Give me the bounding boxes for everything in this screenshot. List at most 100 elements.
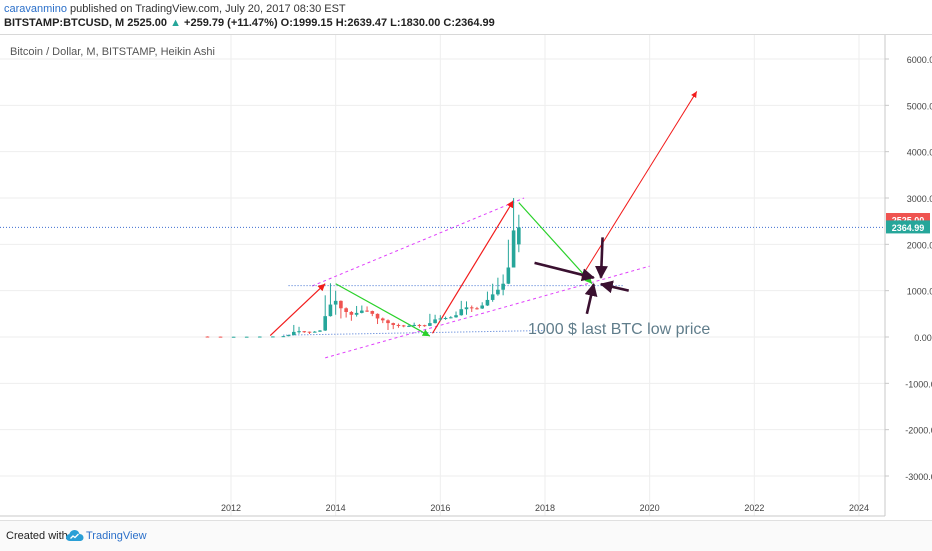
candle-body <box>302 331 307 333</box>
candle-body <box>454 315 458 318</box>
purple-arrow-1 <box>534 261 595 282</box>
chart-frame <box>0 34 932 517</box>
close-value: 2364.99 <box>455 17 495 29</box>
candle-body <box>354 312 359 315</box>
x-tick-label: 2024 <box>849 503 869 513</box>
candle-body <box>443 318 448 320</box>
candle-body <box>438 318 443 320</box>
candle-body <box>365 310 369 312</box>
candle-body <box>490 294 495 300</box>
y-tick-label: 2000.00 <box>907 240 932 250</box>
candle-body <box>205 336 210 338</box>
candle-body <box>281 336 286 338</box>
change-value: +259.79 (+11.47%) <box>184 17 278 29</box>
candle-body <box>501 283 505 290</box>
high-label: H: <box>335 17 348 29</box>
change-up-icon: ▲ <box>170 17 181 29</box>
symbol-label: BITSTAMP:BTCUSD, M <box>4 17 125 29</box>
candle-body <box>257 336 262 338</box>
candle-body <box>244 336 249 338</box>
candle-body <box>292 331 296 336</box>
candle-body <box>469 307 474 309</box>
purple-arrow-2 <box>594 237 608 279</box>
candle-body <box>407 325 411 327</box>
candle-body <box>391 323 396 325</box>
candle-body <box>496 289 500 295</box>
close-label: C: <box>443 17 455 29</box>
axis-layer: 6000.00 5000.00 4000.00 3000.00 2000.00 1000.… <box>0 35 932 517</box>
candle-body <box>386 320 390 324</box>
candle-body <box>323 316 327 331</box>
drawing-layer <box>0 91 885 359</box>
price-tag-close <box>886 220 930 234</box>
candle-body <box>401 325 406 327</box>
chart-title: Bitcoin / Dollar, M, BITSTAMP, Heikin As… <box>10 46 215 58</box>
low-label: L: <box>390 17 401 29</box>
x-tick-label: 2014 <box>326 503 346 513</box>
high-value: 2639.47 <box>347 17 388 29</box>
candle-body <box>417 324 422 326</box>
candle-body <box>412 324 416 326</box>
candle-body <box>339 300 343 309</box>
candle-body <box>464 307 469 310</box>
x-tick-label: 2012 <box>221 503 241 513</box>
y-tick-label: -2000.00 <box>905 426 932 436</box>
candle-body <box>297 331 301 333</box>
candle-body <box>344 308 348 312</box>
publish-text: published on TradingView.com, July 20, 2… <box>70 3 346 15</box>
ohlc-bar: BITSTAMP:BTCUSD, M 2525.00 ▲ +259.79 (+1… <box>4 17 495 29</box>
tradingview-brand-link[interactable]: TradingView <box>86 530 147 542</box>
x-tick-label: 2020 <box>640 503 660 513</box>
x-tick-label: 2018 <box>535 503 555 513</box>
y-tick-label: 0.00 <box>914 333 932 343</box>
red-arrow-1 <box>269 283 326 337</box>
upper-channel-line <box>311 197 525 287</box>
created-with-label: Created with <box>6 530 68 542</box>
y-tick-label: 4000.00 <box>907 148 932 158</box>
candle-body <box>449 317 453 319</box>
candle-body <box>433 319 437 324</box>
y-tick-label: 3000.00 <box>907 194 932 204</box>
x-tick-label: 2022 <box>744 503 764 513</box>
candle-body <box>511 230 516 268</box>
candle-body <box>480 305 484 309</box>
price-chart[interactable]: 6000.00 5000.00 4000.00 3000.00 2000.00 1000.… <box>0 0 932 520</box>
candle-body <box>485 299 490 306</box>
y-tick-label: -1000.00 <box>905 379 932 389</box>
open-value: 1999.15 <box>292 17 333 29</box>
lower-channel-line <box>325 265 650 359</box>
candle-body <box>231 336 236 338</box>
y-tick-label: 5000.00 <box>907 101 932 111</box>
candle-body <box>360 310 364 313</box>
x-tick-label: 2016 <box>430 503 450 513</box>
candle-body <box>312 331 317 333</box>
red-arrow-projection <box>581 91 698 278</box>
author-link[interactable]: caravanmino <box>4 3 67 15</box>
candle-body <box>307 331 312 333</box>
last-price: 2525.00 <box>127 17 168 29</box>
open-label: O: <box>280 17 293 29</box>
candle-body <box>396 324 401 326</box>
publish-info: caravanmino published on TradingView.com… <box>4 3 346 15</box>
purple-arrow-3 <box>599 280 630 294</box>
y-tick-label: -3000.00 <box>905 472 932 482</box>
green-arrow-2 <box>518 202 593 285</box>
grid-layer <box>0 35 885 516</box>
candle-body <box>380 318 385 321</box>
candle-layer <box>205 198 521 338</box>
price-tag-label-close: 2364.99 <box>892 223 925 233</box>
candle-body <box>370 311 375 314</box>
red-arrow-2 <box>431 200 515 334</box>
candle-body <box>517 227 521 245</box>
candle-body <box>318 330 322 332</box>
candle-body <box>428 323 432 326</box>
low-value: 1830.00 <box>400 17 441 29</box>
y-tick-label: 1000.00 <box>907 287 932 297</box>
candle-body <box>375 313 380 319</box>
candle-body <box>333 300 338 305</box>
candle-body <box>475 308 479 310</box>
candle-body <box>506 267 511 284</box>
footer: Created with TradingView <box>0 520 932 551</box>
candle-body <box>349 311 354 315</box>
purple-arrow-4 <box>584 282 598 315</box>
